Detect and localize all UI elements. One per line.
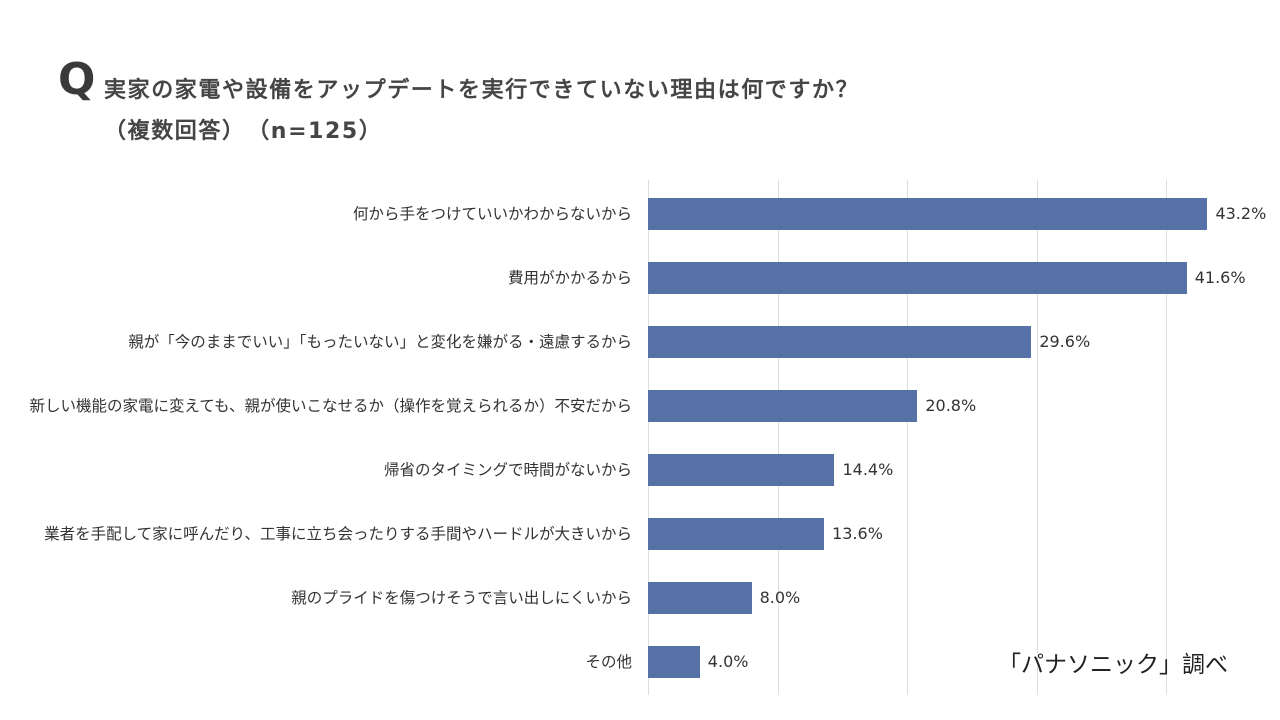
category-label-4: 新しい機能の家電に変えても、親が使いこなせるか（操作を覚えられるか）不安だから <box>29 397 633 415</box>
category-label-7: 親のプライドを傷つけそうで言い出しにくいから <box>291 589 632 607</box>
chart-title: 実家の家電や設備をアップデートを実行できていない理由は何ですか？ <box>104 78 860 103</box>
gridline-10 <box>777 180 779 695</box>
value-label-6: 13.6% <box>832 524 883 543</box>
gridline-20 <box>907 180 908 695</box>
bar-2 <box>648 262 1187 294</box>
value-label-8: 4.0% <box>707 652 749 671</box>
gridline-30 <box>1036 180 1038 695</box>
value-label-1: 43.2% <box>1215 204 1267 223</box>
bar-7 <box>648 582 752 614</box>
value-label-4: 20.8% <box>925 396 977 415</box>
category-label-8: その他 <box>585 653 632 671</box>
gridline-40 <box>1166 180 1167 695</box>
value-label-7: 8.0% <box>759 588 801 607</box>
value-label-3: 29.6% <box>1039 332 1091 351</box>
bar-4 <box>648 390 918 422</box>
value-label-2: 41.6% <box>1194 268 1246 287</box>
bar-6 <box>648 518 825 550</box>
category-label-6: 業者を手配して家に呼んだり、工事に立ち会ったりする手間やハードルが大きいから <box>44 525 632 543</box>
value-label-5: 14.4% <box>842 460 894 479</box>
bar-5 <box>648 454 835 486</box>
category-label-2: 費用がかかるから <box>507 269 632 287</box>
chart-subtitle: （複数回答） （n=125） <box>104 119 383 144</box>
category-label-5: 帰省のタイミングで時間がないから <box>383 461 632 479</box>
category-label-1: 何から手をつけていいかわからないから <box>352 205 632 223</box>
question-mark-label: Q <box>58 54 96 105</box>
bar-1 <box>648 198 1208 230</box>
gridline-0 <box>648 180 649 695</box>
source-note: 「パナソニック」調べ <box>998 652 1228 678</box>
category-label-3: 親が「今のままでいい」「もったいない」と変化を嫌がる・遠慮するから <box>128 333 632 351</box>
bar-8 <box>648 646 700 678</box>
bar-3 <box>648 326 1032 358</box>
